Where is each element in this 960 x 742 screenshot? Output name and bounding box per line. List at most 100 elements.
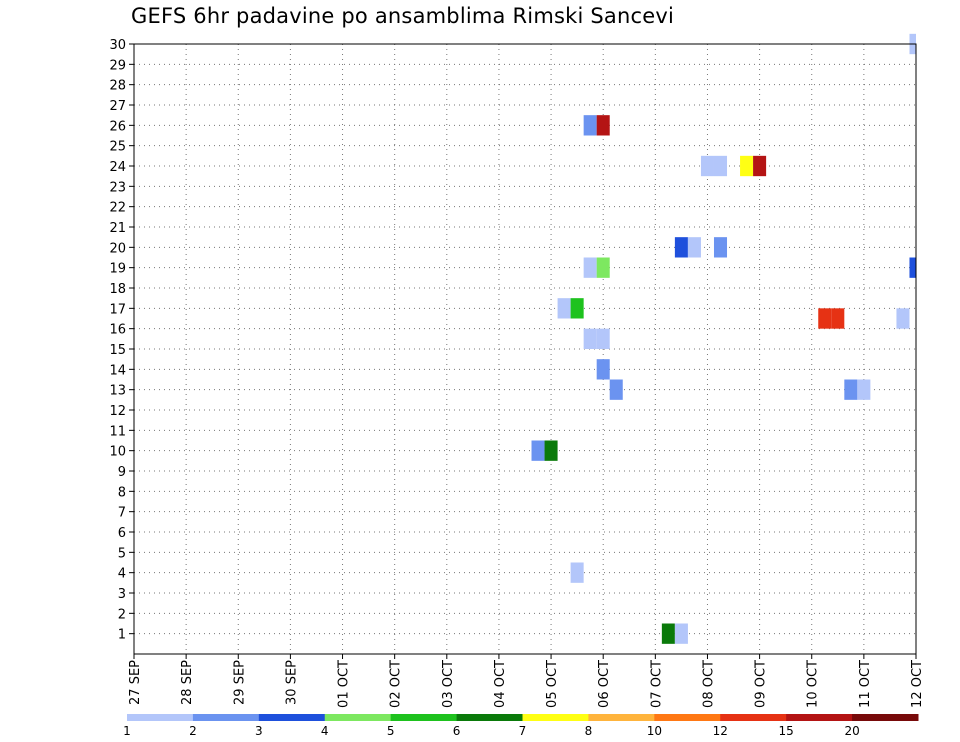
x-tick-label: 27 SEP <box>128 660 143 705</box>
heatmap-cell <box>596 328 610 349</box>
legend-swatch <box>127 714 194 721</box>
legend-label: 2 <box>189 724 197 738</box>
y-tick-label: 15 <box>109 343 126 358</box>
x-tick-label: 04 OCT <box>493 660 508 708</box>
y-tick-label: 19 <box>109 262 126 277</box>
heatmap-cell <box>909 257 916 278</box>
x-tick-label: 30 SEP <box>284 660 299 705</box>
heatmap-cell <box>583 328 597 349</box>
legend-swatch <box>192 714 260 721</box>
legend-swatch <box>522 714 589 721</box>
x-tick-label: 03 OCT <box>441 660 456 708</box>
y-tick-label: 24 <box>109 160 126 175</box>
heatmap-cell <box>818 308 832 329</box>
x-tick-label: 06 OCT <box>597 660 612 708</box>
cell-layer <box>531 33 916 644</box>
y-tick-label: 6 <box>118 526 126 541</box>
heatmap-cell <box>700 155 714 177</box>
heatmap-cell <box>596 257 610 278</box>
y-tick-label: 17 <box>109 302 126 317</box>
legend-swatch <box>258 714 326 721</box>
y-tick-label: 8 <box>118 485 126 500</box>
x-tick-label: 01 OCT <box>337 660 352 708</box>
heatmap-cell <box>583 257 597 278</box>
y-tick-label: 29 <box>109 58 126 73</box>
heatmap-cell <box>570 298 584 319</box>
legend-swatch <box>852 714 919 721</box>
heatmap-cell <box>661 623 675 644</box>
y-tick-label: 25 <box>109 140 126 155</box>
heatmap-cell <box>570 562 584 583</box>
heatmap-cell <box>596 115 610 136</box>
legend-label: 3 <box>255 724 263 738</box>
legend-label: 10 <box>647 724 662 738</box>
x-tick-label: 11 OCT <box>858 660 873 708</box>
x-tick-label: 10 OCT <box>806 660 821 708</box>
legend-label: 5 <box>387 724 395 738</box>
legend-swatch <box>654 714 721 721</box>
x-tick-label: 02 OCT <box>389 660 404 708</box>
y-tick-label: 28 <box>109 79 126 94</box>
y-tick-label: 16 <box>109 323 126 338</box>
grid-layer <box>134 43 916 654</box>
x-tick-label: 09 OCT <box>754 660 769 708</box>
legend-label: 6 <box>453 724 461 738</box>
axis-layer: 1234567891011121314151617181920212223242… <box>109 38 925 708</box>
y-tick-label: 22 <box>109 201 126 216</box>
y-tick-label: 20 <box>109 241 126 256</box>
y-tick-label: 2 <box>118 607 126 622</box>
legend-label: 7 <box>519 724 527 738</box>
y-tick-label: 11 <box>109 424 126 439</box>
heatmap-cell <box>544 440 558 461</box>
legend-label: 1 <box>123 724 131 738</box>
x-tick-label: 12 OCT <box>910 660 925 708</box>
chart-title: GEFS 6hr padavine po ansamblima Rimski S… <box>131 4 675 28</box>
heatmap-cell <box>713 237 728 258</box>
legend-label: 12 <box>713 724 728 738</box>
legend-swatch <box>456 714 523 721</box>
legend-swatch <box>720 714 787 721</box>
y-tick-label: 12 <box>109 404 126 419</box>
legend-layer: 1 2 3 4 5 6 7 8 10 12 15 20 <box>123 714 919 738</box>
heatmap-cell <box>596 359 610 380</box>
y-tick-label: 10 <box>109 445 126 460</box>
y-tick-label: 7 <box>118 506 126 521</box>
heatmap-cell <box>844 379 858 400</box>
y-tick-label: 26 <box>109 119 126 134</box>
heatmap-cell <box>674 237 688 258</box>
heatmap-cell <box>831 308 845 329</box>
legend-swatch <box>390 714 458 721</box>
heatmap-cell <box>857 379 871 400</box>
heatmap-cell <box>557 298 571 319</box>
y-tick-label: 1 <box>118 628 126 643</box>
y-tick-label: 9 <box>118 465 126 480</box>
heatmap-cell <box>531 440 545 461</box>
heatmap-cell <box>753 155 767 177</box>
legend-swatch <box>786 714 853 721</box>
legend-swatch <box>324 714 392 721</box>
y-tick-label: 23 <box>109 180 126 195</box>
heatmap-cell <box>713 155 728 177</box>
y-tick-label: 21 <box>109 221 126 236</box>
heatmap-cell <box>740 155 754 177</box>
legend-label: 20 <box>844 724 859 738</box>
x-tick-label: 07 OCT <box>649 660 664 708</box>
y-tick-label: 27 <box>109 99 126 114</box>
y-tick-label: 30 <box>109 38 126 53</box>
x-tick-label: 08 OCT <box>701 660 716 708</box>
heatmap-cell <box>583 115 597 136</box>
heatmap-cell <box>896 308 910 329</box>
y-tick-label: 18 <box>109 282 126 297</box>
x-tick-label: 05 OCT <box>545 660 560 708</box>
legend-swatch <box>588 714 655 721</box>
heatmap-cell <box>609 379 623 400</box>
y-tick-label: 14 <box>109 363 126 378</box>
y-tick-label: 3 <box>118 587 126 602</box>
y-tick-label: 5 <box>118 546 126 561</box>
x-tick-label: 29 SEP <box>232 660 247 705</box>
legend-label: 15 <box>779 724 794 738</box>
heatmap-cell <box>674 623 688 644</box>
x-tick-label: 28 SEP <box>180 660 195 705</box>
